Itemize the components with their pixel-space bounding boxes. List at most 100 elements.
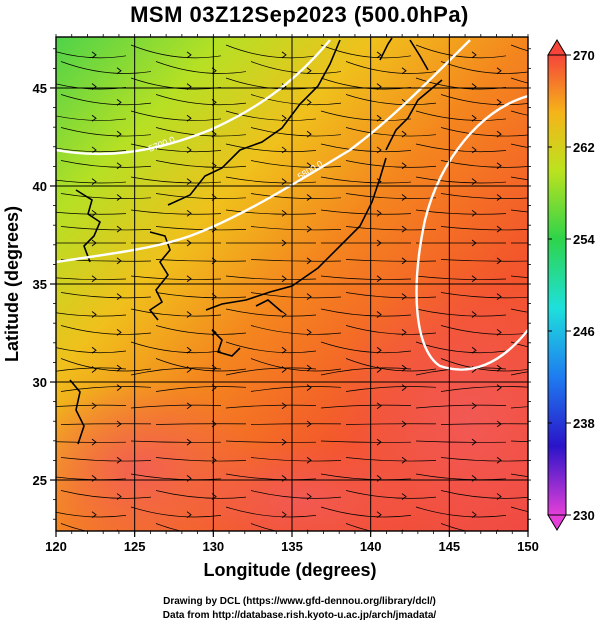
- streamline: [225, 209, 317, 215]
- streamline-arrow: [91, 114, 97, 122]
- streamline: [345, 259, 437, 262]
- y-tick-label: 30: [33, 375, 47, 390]
- streamline-arrow: [281, 275, 287, 283]
- streamline-arrow: [116, 329, 122, 336]
- streamline: [250, 193, 342, 199]
- streamline-arrow: [281, 511, 287, 519]
- streamline: [130, 506, 222, 518]
- y-tick-label: 35: [33, 277, 47, 292]
- streamline-arrow: [592, 294, 596, 300]
- streamline-arrow: [376, 83, 382, 90]
- y-tick-label: 25: [33, 473, 47, 488]
- streamline: [155, 226, 247, 231]
- streamline: [440, 523, 468, 531]
- streamline-arrow: [401, 293, 407, 300]
- streamline-arrow: [401, 257, 407, 265]
- streamline-arrow: [91, 511, 97, 519]
- streamline: [60, 61, 152, 74]
- streamline-arrow: [281, 346, 287, 354]
- streamline: [536, 227, 599, 230]
- streamline: [155, 457, 247, 462]
- streamline: [320, 275, 412, 280]
- streamline: [536, 161, 599, 168]
- streamline: [345, 325, 437, 335]
- streamline-arrow: [592, 131, 596, 137]
- x-tick-label: 130: [202, 539, 224, 554]
- streamline: [130, 367, 222, 376]
- streamline: [320, 473, 412, 481]
- streamline: [56, 347, 127, 354]
- streamline-arrow: [401, 384, 407, 392]
- streamline: [510, 110, 528, 116]
- streamline-arrow: [496, 329, 502, 336]
- streamline: [225, 143, 317, 153]
- streamline-arrow: [496, 162, 502, 170]
- streamline: [130, 44, 222, 59]
- streamline-arrow: [186, 311, 192, 318]
- streamline: [536, 359, 599, 372]
- streamline: [415, 143, 507, 153]
- streamline: [415, 440, 507, 443]
- streamline-arrow: [281, 239, 287, 247]
- streamline: [155, 490, 247, 499]
- coastlines: [69, 37, 443, 445]
- streamline-arrow: [567, 475, 571, 481]
- streamline: [345, 490, 437, 499]
- streamline: [56, 367, 127, 372]
- streamline: [510, 77, 528, 84]
- streamline-arrow: [186, 178, 192, 185]
- streamline: [155, 523, 183, 531]
- streamline-arrow: [186, 51, 192, 59]
- streamline: [130, 308, 222, 317]
- streamline: [56, 147, 127, 153]
- streamline-arrow: [376, 275, 382, 283]
- streamline: [130, 110, 222, 121]
- streamline-arrow: [281, 83, 287, 90]
- colorbar-scale: [547, 54, 567, 516]
- streamline: [155, 292, 247, 299]
- streamline-arrow: [471, 83, 477, 90]
- streamline-arrow: [116, 384, 122, 392]
- streamline: [250, 358, 342, 372]
- streamline: [225, 176, 317, 184]
- streamline: [155, 358, 247, 372]
- streamline-arrow: [306, 493, 312, 500]
- streamline-arrow: [592, 258, 596, 264]
- streamline-arrow: [186, 114, 192, 122]
- streamline-arrow: [186, 83, 192, 90]
- streamline-arrow: [91, 146, 97, 154]
- streamline: [440, 490, 528, 499]
- streamline-arrow: [91, 178, 97, 185]
- streamline-arrow: [592, 99, 596, 105]
- streamline: [250, 423, 342, 425]
- streamline: [155, 193, 247, 199]
- streamline-arrow: [376, 346, 382, 354]
- streamline-arrow: [496, 257, 502, 265]
- streamline: [440, 127, 528, 137]
- streamline-arrow: [281, 146, 287, 154]
- streamline: [440, 292, 528, 299]
- streamline-arrow: [471, 239, 477, 247]
- streamline: [130, 404, 222, 409]
- streamline: [130, 209, 222, 215]
- streamline: [510, 44, 528, 52]
- streamline-arrow: [496, 67, 502, 75]
- streamline-arrow: [186, 438, 192, 446]
- streamline: [510, 176, 528, 181]
- streamline: [250, 386, 342, 392]
- streamline: [60, 160, 152, 168]
- wind-streamlines: [56, 44, 599, 531]
- streamline: [60, 490, 152, 499]
- streamline: [225, 308, 317, 317]
- streamline-arrow: [496, 130, 502, 138]
- streamline-arrow: [306, 162, 312, 170]
- streamline-arrow: [471, 146, 477, 154]
- streamline: [415, 176, 507, 184]
- streamline: [415, 308, 507, 317]
- streamline-arrow: [567, 84, 571, 90]
- colorbar-min-arrow: [547, 514, 567, 531]
- streamline-arrow: [496, 384, 502, 392]
- streamline: [225, 404, 317, 409]
- streamline: [440, 94, 528, 106]
- streamline: [415, 110, 507, 121]
